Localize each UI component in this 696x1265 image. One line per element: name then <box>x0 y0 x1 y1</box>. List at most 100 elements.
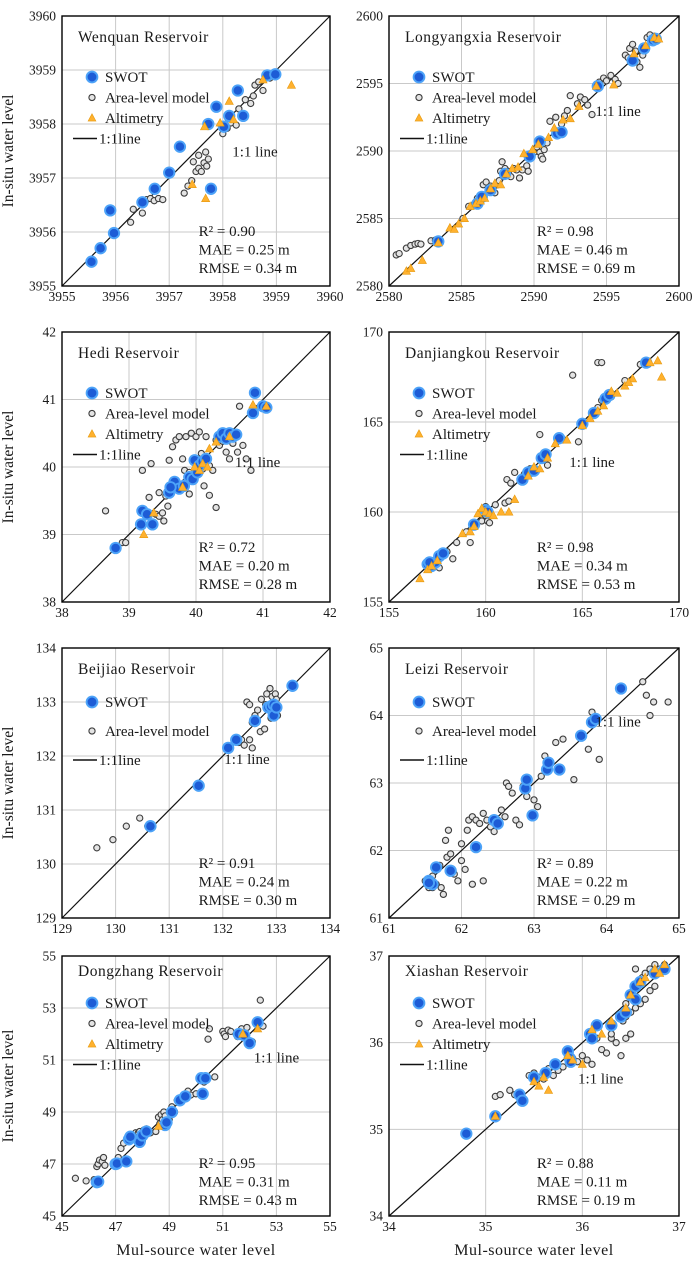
area-model-point <box>530 796 538 804</box>
swot-point <box>134 518 148 531</box>
swot-point <box>92 1175 105 1188</box>
legend-label-swot: SWOT <box>105 695 148 711</box>
one-to-one-line <box>61 955 331 1217</box>
area-model-point <box>664 698 672 706</box>
legend-label-swot: SWOT <box>432 996 475 1012</box>
area-model-point <box>642 691 651 699</box>
altimetry-point <box>469 521 479 530</box>
area-model-point <box>649 698 658 706</box>
legend-label-area: Area-level model <box>432 724 537 740</box>
area-model-point <box>205 1025 214 1033</box>
one-to-one-line-annotation: 1:1 line <box>254 1051 300 1067</box>
area-model-point <box>511 468 519 477</box>
area-model-point <box>158 509 167 517</box>
stat-mae: MAE = 0.34 m <box>537 559 628 575</box>
area-model-point <box>559 735 567 743</box>
one-to-one-line <box>61 15 331 287</box>
altimetry-point <box>261 401 271 410</box>
altimetry-point <box>577 420 587 430</box>
area-model-point <box>563 106 571 115</box>
area-model-point <box>242 455 250 463</box>
stat-mae: MAE = 0.46 m <box>537 243 628 259</box>
y-tick-label: 3960 <box>29 9 56 24</box>
altimetry-point <box>626 989 636 999</box>
area-model-point <box>439 890 448 899</box>
x-tick-label: 3960 <box>317 289 344 304</box>
altimetry-point <box>178 482 188 491</box>
area-model-point <box>490 827 498 836</box>
altimetry-point <box>454 218 464 228</box>
altimetry-point <box>194 465 204 474</box>
x-tick-label: 53 <box>270 1219 284 1234</box>
area-model-point <box>165 456 173 464</box>
altimetry-point <box>654 33 664 43</box>
legend-swot-marker-icon <box>85 70 99 84</box>
legend-altimetry-marker-icon <box>414 113 424 122</box>
area-model-point <box>101 507 110 515</box>
legend-altimetry-marker-icon <box>414 429 424 438</box>
swot-point <box>270 701 283 714</box>
legend-label-altimetry: Altimetry <box>432 1037 491 1053</box>
plot-border <box>388 955 680 1217</box>
area-model-point <box>552 738 560 747</box>
area-model-point <box>602 1049 611 1057</box>
altimetry-point <box>510 494 520 503</box>
swot-point <box>520 773 533 786</box>
altimetry-point <box>563 1050 573 1060</box>
x-tick-label: 65 <box>672 921 686 936</box>
stat-r-squared: R² = 0.90 <box>199 224 256 240</box>
swot-point <box>574 729 588 742</box>
swot-point <box>555 125 568 139</box>
x-tick-label: 2580 <box>376 289 403 304</box>
area-model-point <box>491 501 499 509</box>
swot-point <box>444 864 457 877</box>
legend-label-area: Area-level model <box>432 1017 537 1033</box>
altimetry-point <box>496 506 506 516</box>
altimetry-point <box>149 507 159 517</box>
area-model-point <box>598 358 606 367</box>
area-model-point <box>607 1030 615 1038</box>
area-model-point <box>457 856 466 865</box>
area-model-point <box>454 877 462 885</box>
altimetry-point <box>432 555 442 565</box>
x-tick-label: 133 <box>266 921 287 936</box>
one-to-one-line-annotation: 1:1 line <box>232 144 278 160</box>
x-tick-label: 37 <box>672 1219 686 1234</box>
legend-label-altimetry: Altimetry <box>105 111 164 127</box>
area-model-point <box>180 189 188 197</box>
x-tick-label: 2600 <box>666 289 693 304</box>
legend-area-marker-icon <box>88 727 96 735</box>
y-tick-label: 165 <box>363 415 384 430</box>
area-model-point <box>570 775 578 784</box>
altimetry-point <box>153 1121 164 1130</box>
y-tick-label: 41 <box>43 392 57 407</box>
altimetry-point <box>457 528 468 538</box>
legend-swot-marker-icon <box>85 996 99 1010</box>
area-model-point <box>636 63 644 71</box>
panel-title: Leizi Reservoir <box>405 661 509 678</box>
area-model-point <box>504 782 513 791</box>
x-tick-label: 40 <box>189 605 203 620</box>
legend-area-marker-icon <box>415 1019 423 1028</box>
area-model-point <box>260 725 269 733</box>
x-tick-label: 55 <box>323 1219 337 1234</box>
legend-label-altimetry: Altimetry <box>105 1037 164 1053</box>
legend-area-marker-icon <box>88 93 96 102</box>
stat-rmse: RMSE = 0.34 m <box>199 261 298 277</box>
altimetry-point <box>529 461 539 471</box>
area-model-point <box>453 538 461 547</box>
area-model-point <box>245 736 254 744</box>
area-model-point <box>129 205 137 213</box>
area-model-point <box>646 987 654 995</box>
y-tick-label: 36 <box>370 1035 384 1050</box>
altimetry-point <box>574 101 584 110</box>
x-tick-label: 131 <box>159 921 179 936</box>
altimetry-point <box>490 1111 500 1120</box>
y-tick-label: 160 <box>363 505 384 520</box>
legend-label-swot: SWOT <box>432 70 475 86</box>
area-model-point <box>540 145 548 154</box>
y-tick-label: 62 <box>370 843 384 858</box>
altimetry-point <box>465 526 475 536</box>
legend-label-line: 1:1line <box>426 1058 468 1074</box>
area-model-point <box>546 117 554 125</box>
